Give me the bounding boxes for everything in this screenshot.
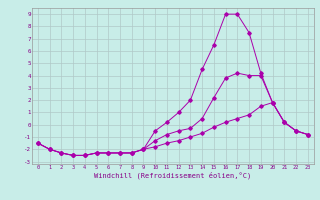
X-axis label: Windchill (Refroidissement éolien,°C): Windchill (Refroidissement éolien,°C) xyxy=(94,171,252,179)
